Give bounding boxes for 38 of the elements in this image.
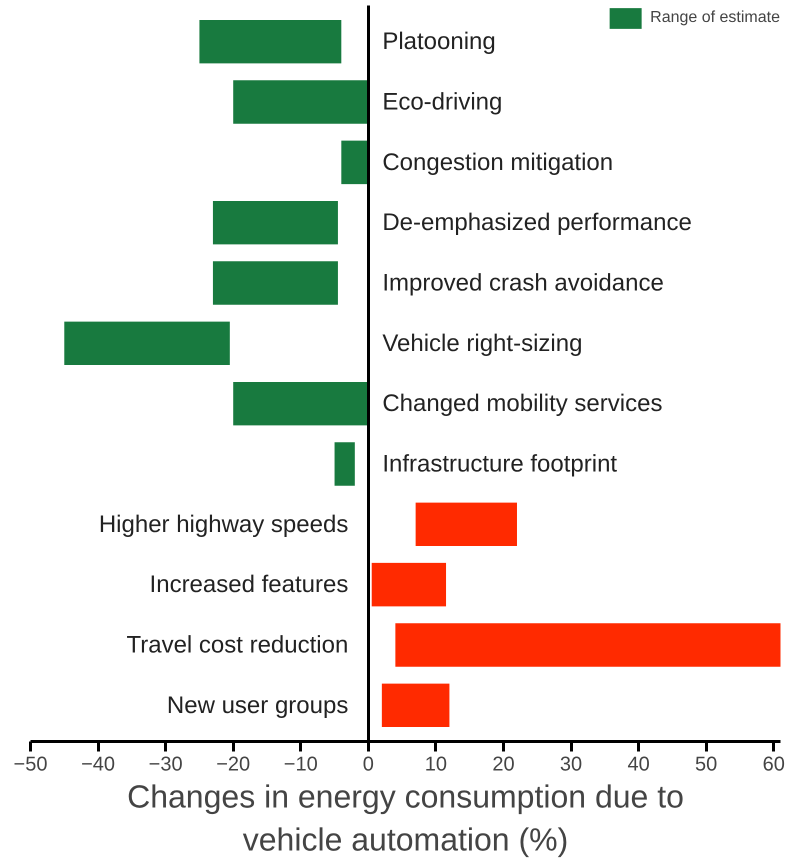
x-tick-label: 20	[492, 754, 515, 776]
bar	[395, 623, 780, 667]
x-tick-label: −50	[14, 754, 48, 776]
x-tick-label: −10	[284, 754, 318, 776]
x-tick-label: 10	[424, 754, 448, 776]
bar	[199, 20, 342, 64]
x-tick-label: 60	[762, 754, 785, 776]
y-tick-label: New user groups	[166, 692, 348, 719]
bar	[233, 80, 368, 124]
x-tick-label: 50	[695, 754, 718, 776]
bar	[372, 562, 446, 606]
bar	[382, 684, 450, 728]
y-tick-label: Travel cost reduction	[126, 631, 348, 658]
y-tick-label: Higher highway speeds	[98, 510, 348, 538]
y-tick-label: Infrastructure footprint	[382, 450, 618, 478]
x-tick-label: −40	[81, 754, 116, 776]
x-tick-label: 40	[627, 754, 650, 776]
y-tick-label: Increased features	[150, 571, 348, 598]
y-tick-label: De-emphasized performance	[382, 209, 692, 236]
bar	[416, 502, 517, 546]
y-tick-label: Improved crash avoidance	[382, 270, 664, 297]
x-tick-label: −30	[148, 754, 183, 776]
bar	[341, 140, 368, 184]
y-tick-label: Platooning	[382, 28, 496, 56]
y-tick-label: Vehicle right-sizing	[382, 330, 582, 357]
x-axis-title: Changes in energy consumption due to vehicle automation (%)	[127, 778, 684, 858]
x-tick-label: −20	[216, 754, 250, 776]
bar	[212, 261, 338, 305]
bar	[64, 322, 230, 366]
y-tick-label: Congestion mitigation	[382, 148, 614, 176]
legend-label: Range of estimate	[650, 9, 780, 27]
bar	[233, 382, 368, 426]
bar	[334, 442, 355, 486]
y-tick-label: Changed mobility services	[382, 390, 662, 418]
y-tick-label: Eco-driving	[382, 88, 502, 116]
x-tick-label: 30	[560, 754, 582, 776]
x-tick-label: 0	[362, 754, 374, 776]
bar	[212, 200, 338, 244]
